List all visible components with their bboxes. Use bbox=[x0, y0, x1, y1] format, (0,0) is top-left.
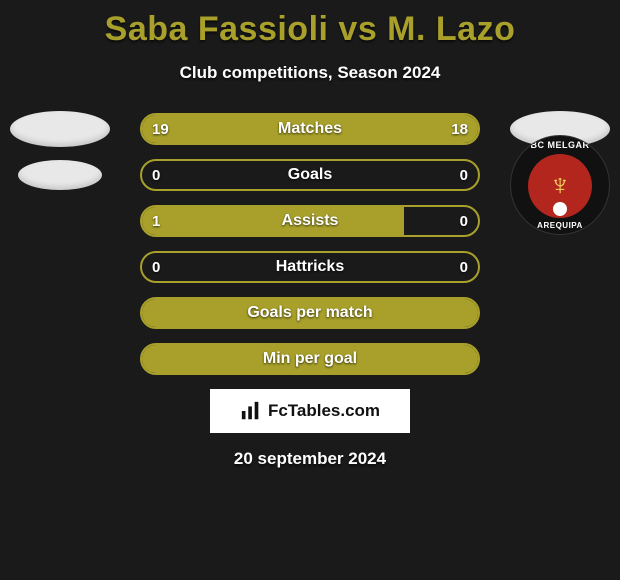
footer-brand-text: FcTables.com bbox=[268, 401, 380, 421]
stat-bar bbox=[140, 251, 480, 283]
stat-row: Goals per match bbox=[0, 297, 620, 329]
subtitle: Club competitions, Season 2024 bbox=[0, 63, 620, 83]
footer-logo: FcTables.com bbox=[210, 389, 410, 433]
stat-row: Hattricks00 bbox=[0, 251, 620, 283]
bar-fill-left bbox=[142, 299, 478, 327]
left-badge-slot bbox=[0, 111, 120, 147]
bar-fill-right bbox=[315, 115, 478, 143]
stats-container: Matches1918BC MELGAR♆AREQUIPAGoals00Assi… bbox=[0, 113, 620, 375]
stat-row: BC MELGAR♆AREQUIPAGoals00 bbox=[0, 159, 620, 191]
team-logo-placeholder bbox=[18, 160, 102, 190]
page-title: Saba Fassioli vs M. Lazo bbox=[0, 0, 620, 49]
stat-bar bbox=[140, 205, 480, 237]
stat-bar bbox=[140, 297, 480, 329]
club-name: BC MELGAR bbox=[531, 140, 590, 150]
date-text: 20 september 2024 bbox=[0, 449, 620, 469]
stat-bar bbox=[140, 113, 480, 145]
bar-fill-left bbox=[142, 207, 404, 235]
stat-row: Min per goal bbox=[0, 343, 620, 375]
chart-icon bbox=[240, 400, 262, 422]
stat-bar bbox=[140, 159, 480, 191]
club-glyph: ♆ bbox=[549, 171, 572, 201]
stat-row: Assists10 bbox=[0, 205, 620, 237]
bar-fill-left bbox=[142, 115, 315, 143]
bar-fill-left bbox=[142, 345, 478, 373]
left-badge-slot bbox=[0, 160, 120, 190]
stat-bar bbox=[140, 343, 480, 375]
team-logo-placeholder bbox=[10, 111, 110, 147]
